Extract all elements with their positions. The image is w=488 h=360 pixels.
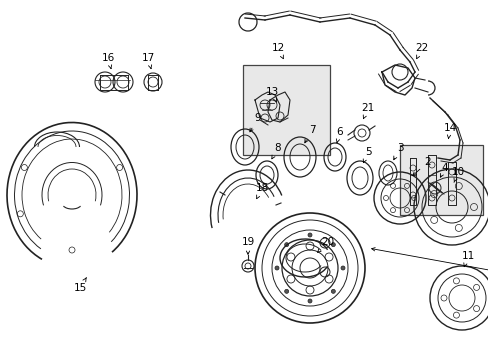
Circle shape (307, 299, 311, 303)
Text: 6: 6 (336, 127, 343, 143)
Text: 20: 20 (317, 237, 334, 252)
Circle shape (331, 289, 335, 293)
Text: 14: 14 (443, 123, 456, 139)
Text: 9: 9 (249, 113, 261, 132)
Circle shape (340, 266, 345, 270)
Text: 4: 4 (440, 163, 447, 177)
Bar (399, 145, 482, 215)
Circle shape (307, 233, 311, 237)
Text: 7: 7 (304, 125, 315, 143)
Text: 17: 17 (141, 53, 154, 69)
Text: 12: 12 (271, 43, 284, 59)
Text: 11: 11 (461, 251, 474, 267)
Text: 16: 16 (101, 53, 114, 69)
Text: 19: 19 (241, 237, 254, 254)
Text: 3: 3 (393, 143, 403, 160)
Circle shape (274, 266, 279, 270)
Circle shape (331, 243, 335, 247)
Text: 22: 22 (414, 43, 428, 59)
Text: 1: 1 (371, 248, 488, 283)
Text: 18: 18 (255, 183, 268, 199)
Text: 2: 2 (412, 157, 430, 176)
Text: 10: 10 (450, 167, 464, 183)
Text: 13: 13 (265, 87, 278, 102)
Text: 5: 5 (363, 147, 370, 163)
Bar (243, 65, 329, 155)
Circle shape (284, 243, 288, 247)
Text: 8: 8 (271, 143, 281, 159)
Text: 15: 15 (73, 278, 86, 293)
Text: 21: 21 (361, 103, 374, 119)
Circle shape (284, 289, 288, 293)
